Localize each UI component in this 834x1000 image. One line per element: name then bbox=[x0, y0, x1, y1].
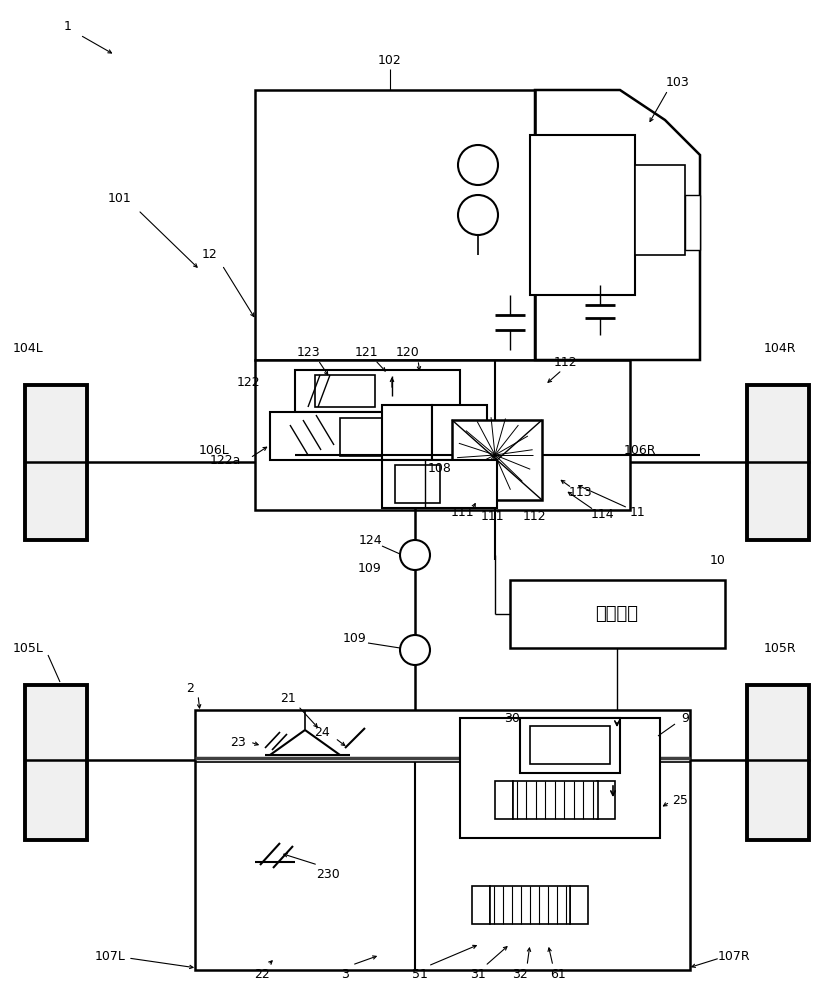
Text: 23: 23 bbox=[230, 736, 246, 748]
Text: 25: 25 bbox=[672, 794, 688, 806]
Text: 24: 24 bbox=[314, 726, 330, 738]
Bar bbox=[382, 460, 497, 508]
Bar bbox=[25, 685, 87, 840]
Bar bbox=[295, 370, 460, 412]
Bar bbox=[472, 886, 490, 924]
Bar bbox=[255, 360, 630, 510]
Bar bbox=[597, 781, 615, 819]
Text: 12: 12 bbox=[202, 248, 218, 261]
Text: 102: 102 bbox=[378, 53, 402, 66]
Text: 121: 121 bbox=[354, 346, 378, 359]
Bar bbox=[340, 418, 395, 456]
Bar bbox=[570, 886, 588, 924]
Text: 122: 122 bbox=[236, 375, 260, 388]
Circle shape bbox=[400, 635, 430, 665]
Circle shape bbox=[458, 145, 498, 185]
Text: 10: 10 bbox=[710, 554, 726, 566]
Text: 120: 120 bbox=[396, 346, 420, 359]
Text: 22: 22 bbox=[254, 968, 270, 980]
Bar bbox=[530, 135, 635, 295]
Bar bbox=[510, 580, 725, 648]
Text: 109: 109 bbox=[343, 632, 367, 645]
Text: 122a: 122a bbox=[209, 454, 241, 466]
Text: 107R: 107R bbox=[718, 950, 751, 962]
Text: 101: 101 bbox=[108, 192, 132, 205]
Text: 105L: 105L bbox=[13, 642, 43, 654]
Bar bbox=[452, 420, 542, 500]
Text: 106R: 106R bbox=[624, 444, 656, 456]
Bar bbox=[513, 781, 598, 819]
Text: 控制装置: 控制装置 bbox=[595, 605, 639, 623]
Bar bbox=[270, 412, 465, 460]
Text: 21: 21 bbox=[280, 692, 296, 704]
Text: 61: 61 bbox=[550, 968, 566, 980]
Text: 124: 124 bbox=[358, 534, 382, 546]
Text: 3: 3 bbox=[341, 968, 349, 980]
Text: 9: 9 bbox=[681, 712, 689, 724]
Text: 111: 111 bbox=[450, 506, 474, 518]
Text: 114: 114 bbox=[590, 508, 614, 522]
Text: 123: 123 bbox=[296, 346, 319, 359]
Bar bbox=[382, 405, 432, 460]
Text: 109: 109 bbox=[358, 562, 382, 574]
Bar bbox=[195, 710, 690, 970]
Circle shape bbox=[458, 195, 498, 235]
Bar bbox=[432, 405, 487, 460]
Bar bbox=[685, 195, 700, 250]
Text: 30: 30 bbox=[504, 712, 520, 724]
Circle shape bbox=[400, 540, 430, 570]
Bar bbox=[568, 718, 658, 783]
Text: 107L: 107L bbox=[94, 950, 125, 962]
Bar bbox=[747, 685, 809, 840]
Text: 106L: 106L bbox=[198, 444, 229, 456]
Text: 1: 1 bbox=[64, 20, 72, 33]
Text: 31: 31 bbox=[470, 968, 486, 980]
Text: 103: 103 bbox=[666, 76, 690, 89]
Text: 105R: 105R bbox=[764, 642, 796, 654]
Bar bbox=[460, 718, 660, 838]
Text: 112: 112 bbox=[522, 510, 545, 522]
Text: 51: 51 bbox=[412, 968, 428, 980]
Text: 32: 32 bbox=[512, 968, 528, 980]
Text: 112: 112 bbox=[553, 356, 577, 368]
Bar bbox=[635, 165, 685, 255]
Text: 11: 11 bbox=[631, 506, 646, 520]
Bar bbox=[490, 886, 570, 924]
Text: 104L: 104L bbox=[13, 342, 43, 355]
Text: 2: 2 bbox=[186, 682, 194, 694]
Text: 104R: 104R bbox=[764, 342, 796, 355]
Bar bbox=[255, 90, 535, 360]
Bar bbox=[747, 385, 809, 540]
Text: 108: 108 bbox=[428, 462, 452, 475]
Text: 111: 111 bbox=[480, 510, 504, 522]
Text: 113: 113 bbox=[568, 486, 592, 498]
Bar bbox=[520, 718, 620, 773]
Bar bbox=[495, 781, 513, 819]
Bar bbox=[395, 465, 440, 503]
Text: 230: 230 bbox=[316, 868, 340, 882]
Bar bbox=[530, 726, 610, 764]
Bar bbox=[315, 375, 375, 407]
Bar bbox=[25, 385, 87, 540]
Bar bbox=[578, 728, 648, 776]
